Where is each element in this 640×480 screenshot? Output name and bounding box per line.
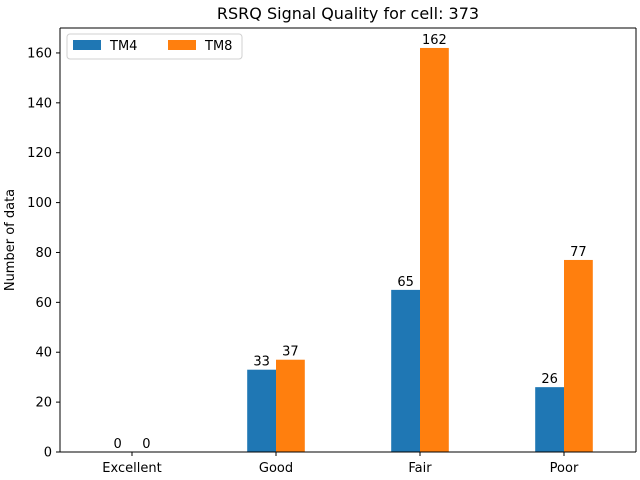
legend-frame (66, 33, 243, 60)
y-tick-label: 80 (35, 246, 52, 261)
axes-layer: 0 20 40 60 80 100 120 140 160 Excellent Good Fair Po… (27, 27, 637, 476)
legend: TM4 TM8 (66, 33, 243, 60)
y-tick-label: 40 (35, 346, 52, 361)
bar-value-label: 65 (397, 275, 414, 290)
x-tick-label: Poor (550, 461, 579, 476)
bar-tm8-fair (420, 47, 449, 452)
x-tick-label: Fair (408, 461, 432, 476)
legend-label: TM4 (109, 39, 137, 54)
y-tick-label: 160 (27, 46, 52, 61)
bar-value-label: 33 (253, 355, 270, 370)
legend-swatch (168, 40, 196, 50)
y-tick-label: 20 (35, 396, 52, 411)
x-tick-label: Good (259, 461, 293, 476)
x-tick-label: Excellent (102, 461, 161, 476)
bar-value-label: 37 (282, 345, 299, 360)
bar-value-label: 0 (142, 437, 150, 452)
bar-tm8-poor (564, 259, 593, 452)
y-tick-label: 100 (27, 196, 52, 211)
bars-layer (247, 47, 593, 452)
bar-tm4-good (247, 369, 276, 452)
bar-value-label: 77 (570, 245, 587, 260)
bar-tm8-good (276, 359, 305, 452)
chart-title: RSRQ Signal Quality for cell: 373 (217, 4, 479, 23)
bar-tm4-fair (391, 289, 420, 452)
y-axis-label: Number of data (3, 189, 18, 291)
y-tick-label: 120 (27, 146, 52, 161)
legend-label: TM8 (204, 39, 232, 54)
legend-swatch (73, 40, 101, 50)
bar-value-label: 0 (113, 437, 121, 452)
bar-value-label: 162 (422, 33, 447, 48)
y-tick-label: 60 (35, 296, 52, 311)
bar-value-label: 26 (541, 372, 558, 387)
y-tick-label: 0 (44, 446, 52, 461)
bar-tm4-poor (535, 387, 564, 452)
bar-labels-layer: 0 33 65 26 0 37 162 77 (113, 33, 586, 452)
y-tick-label: 140 (27, 96, 52, 111)
